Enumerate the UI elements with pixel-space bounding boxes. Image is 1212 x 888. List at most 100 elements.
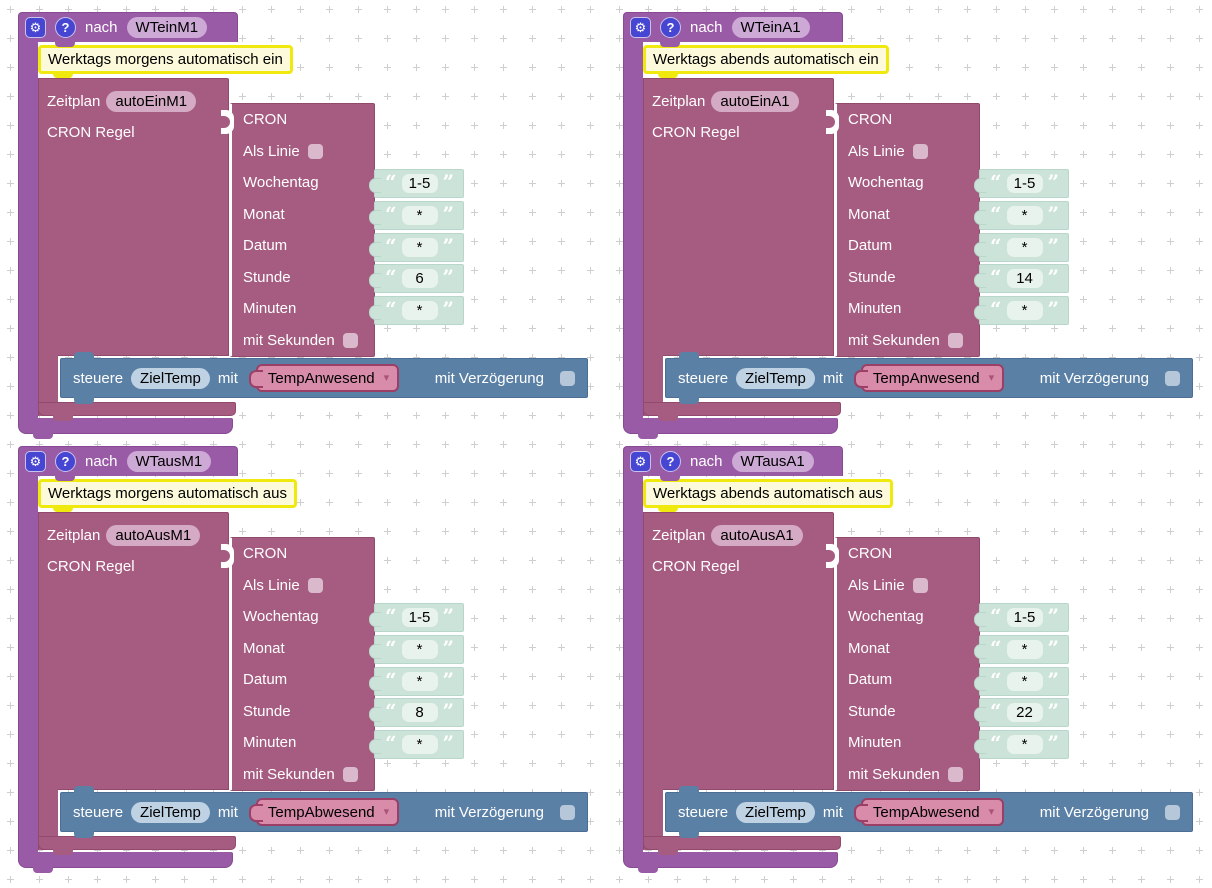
schedule-block-header[interactable]: ⚙ ? nach WTeinA1: [623, 12, 843, 42]
datum-value-field[interactable]: *: [401, 238, 438, 257]
mit-sekunden-checkbox[interactable]: [947, 332, 963, 348]
value-dropdown[interactable]: TempAnwesend ▾: [248, 364, 400, 392]
text-value-block-stunde[interactable]: “ 6 ”: [368, 264, 465, 293]
comment-block[interactable]: Werktags abends automatisch ein: [643, 45, 889, 74]
comment-text-field[interactable]: Werktags abends automatisch aus: [653, 485, 883, 502]
text-value-block-stunde[interactable]: “ 8 ”: [368, 698, 465, 727]
cron-schedule-block[interactable]: Zeitplan autoAusA1 CRON Regel: [643, 512, 834, 790]
als-linie-checkbox[interactable]: [912, 577, 928, 593]
minuten-value-field[interactable]: *: [1006, 301, 1043, 320]
gear-icon[interactable]: ⚙: [25, 17, 46, 38]
delay-checkbox[interactable]: [560, 370, 575, 386]
monat-value-field[interactable]: *: [1006, 640, 1043, 659]
text-value-block-wochentag[interactable]: “ 1-5 ”: [973, 169, 1070, 198]
mit-sekunden-checkbox[interactable]: [947, 766, 963, 782]
text-value-block-stunde[interactable]: “ 14 ”: [973, 264, 1070, 293]
help-icon[interactable]: ?: [660, 451, 681, 472]
text-value-block-stunde[interactable]: “ 22 ”: [973, 698, 1070, 727]
schedule-block-group[interactable]: ⚙ ? nach WTausA1 Werktags abends automat…: [623, 446, 1212, 878]
zeitplan-name-field[interactable]: autoEinA1: [711, 91, 799, 112]
text-value-block-minuten[interactable]: “ * ”: [368, 730, 465, 759]
text-value-block-minuten[interactable]: “ * ”: [368, 296, 465, 325]
text-value-block-datum[interactable]: “ * ”: [973, 667, 1070, 696]
wochentag-value-field[interactable]: 1-5: [401, 174, 438, 193]
schedule-block-group[interactable]: ⚙ ? nach WTeinM1 Werktags morgens automa…: [18, 12, 618, 444]
text-value-block-monat[interactable]: “ * ”: [368, 201, 465, 230]
comment-block[interactable]: Werktags morgens automatisch ein: [38, 45, 293, 74]
text-value-block-wochentag[interactable]: “ 1-5 ”: [973, 603, 1070, 632]
target-state-field[interactable]: ZielTemp: [131, 367, 210, 389]
wochentag-value-field[interactable]: 1-5: [1006, 608, 1043, 627]
schedule-block-header[interactable]: ⚙ ? nach WTausM1: [18, 446, 238, 476]
text-value-block-wochentag[interactable]: “ 1-5 ”: [368, 169, 465, 198]
text-value-block-datum[interactable]: “ * ”: [368, 233, 465, 262]
wochentag-value-field[interactable]: 1-5: [1006, 174, 1043, 193]
mit-sekunden-checkbox[interactable]: [342, 332, 358, 348]
text-value-block-monat[interactable]: “ * ”: [973, 201, 1070, 230]
help-icon[interactable]: ?: [660, 17, 681, 38]
datum-value-field[interactable]: *: [1006, 672, 1043, 691]
stunde-value-field[interactable]: 14: [1006, 269, 1043, 288]
schedule-name-field[interactable]: WTeinM1: [126, 17, 208, 38]
cron-rule-block[interactable]: CRON Als Linie Wochentag Monat Datum Stu…: [229, 537, 375, 791]
text-value-block-datum[interactable]: “ * ”: [368, 667, 465, 696]
delay-checkbox[interactable]: [1165, 370, 1180, 386]
datum-value-field[interactable]: *: [401, 672, 438, 691]
value-dropdown[interactable]: TempAbwesend ▾: [853, 798, 1005, 826]
monat-value-field[interactable]: *: [401, 640, 438, 659]
monat-value-field[interactable]: *: [401, 206, 438, 225]
stunde-value-field[interactable]: 22: [1006, 703, 1043, 722]
mit-sekunden-checkbox[interactable]: [342, 766, 358, 782]
minuten-value-field[interactable]: *: [401, 301, 438, 320]
schedule-block-group[interactable]: ⚙ ? nach WTeinA1 Werktags abends automat…: [623, 12, 1212, 444]
datum-value-field[interactable]: *: [1006, 238, 1043, 257]
control-block[interactable]: steuere ZielTemp mit TempAnwesend ▾ mit …: [665, 358, 1193, 398]
delay-checkbox[interactable]: [560, 804, 575, 820]
monat-value-field[interactable]: *: [1006, 206, 1043, 225]
help-icon[interactable]: ?: [55, 17, 76, 38]
als-linie-checkbox[interactable]: [912, 143, 928, 159]
target-state-field[interactable]: ZielTemp: [131, 801, 210, 823]
cron-schedule-block[interactable]: Zeitplan autoAusM1 CRON Regel: [38, 512, 229, 790]
minuten-value-field[interactable]: *: [1006, 735, 1043, 754]
gear-icon[interactable]: ⚙: [630, 451, 651, 472]
cron-rule-block[interactable]: CRON Als Linie Wochentag Monat Datum Stu…: [834, 103, 980, 357]
schedule-name-field[interactable]: WTausM1: [126, 451, 212, 472]
text-value-block-minuten[interactable]: “ * ”: [973, 730, 1070, 759]
als-linie-checkbox[interactable]: [307, 577, 323, 593]
cron-schedule-block[interactable]: Zeitplan autoEinA1 CRON Regel: [643, 78, 834, 356]
delay-checkbox[interactable]: [1165, 804, 1180, 820]
minuten-value-field[interactable]: *: [401, 735, 438, 754]
cron-schedule-block[interactable]: Zeitplan autoEinM1 CRON Regel: [38, 78, 229, 356]
value-dropdown[interactable]: TempAbwesend ▾: [248, 798, 400, 826]
text-value-block-wochentag[interactable]: “ 1-5 ”: [368, 603, 465, 632]
target-state-field[interactable]: ZielTemp: [736, 801, 815, 823]
schedule-name-field[interactable]: WTeinA1: [731, 17, 810, 38]
zeitplan-name-field[interactable]: autoAusA1: [711, 525, 803, 546]
comment-block[interactable]: Werktags abends automatisch aus: [643, 479, 893, 508]
text-value-block-monat[interactable]: “ * ”: [973, 635, 1070, 664]
schedule-block-header[interactable]: ⚙ ? nach WTausA1: [623, 446, 843, 476]
text-value-block-monat[interactable]: “ * ”: [368, 635, 465, 664]
cron-rule-block[interactable]: CRON Als Linie Wochentag Monat Datum Stu…: [229, 103, 375, 357]
als-linie-checkbox[interactable]: [307, 143, 323, 159]
gear-icon[interactable]: ⚙: [630, 17, 651, 38]
schedule-block-header[interactable]: ⚙ ? nach WTeinM1: [18, 12, 238, 42]
stunde-value-field[interactable]: 6: [401, 269, 438, 288]
cron-rule-block[interactable]: CRON Als Linie Wochentag Monat Datum Stu…: [834, 537, 980, 791]
text-value-block-datum[interactable]: “ * ”: [973, 233, 1070, 262]
target-state-field[interactable]: ZielTemp: [736, 367, 815, 389]
schedule-name-field[interactable]: WTausA1: [731, 451, 814, 472]
comment-text-field[interactable]: Werktags morgens automatisch ein: [48, 51, 283, 68]
stunde-value-field[interactable]: 8: [401, 703, 438, 722]
wochentag-value-field[interactable]: 1-5: [401, 608, 438, 627]
schedule-block-group[interactable]: ⚙ ? nach WTausM1 Werktags morgens automa…: [18, 446, 618, 878]
control-block[interactable]: steuere ZielTemp mit TempAbwesend ▾ mit …: [665, 792, 1193, 832]
text-value-block-minuten[interactable]: “ * ”: [973, 296, 1070, 325]
comment-text-field[interactable]: Werktags abends automatisch ein: [653, 51, 879, 68]
control-block[interactable]: steuere ZielTemp mit TempAnwesend ▾ mit …: [60, 358, 588, 398]
comment-block[interactable]: Werktags morgens automatisch aus: [38, 479, 297, 508]
zeitplan-name-field[interactable]: autoEinM1: [106, 91, 197, 112]
gear-icon[interactable]: ⚙: [25, 451, 46, 472]
control-block[interactable]: steuere ZielTemp mit TempAbwesend ▾ mit …: [60, 792, 588, 832]
